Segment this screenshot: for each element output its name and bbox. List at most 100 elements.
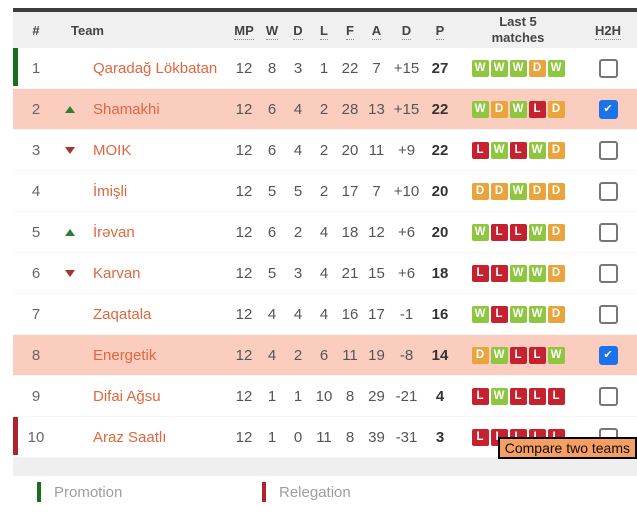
promotion-bar-icon bbox=[37, 482, 41, 502]
stat-f: 18 bbox=[341, 223, 359, 241]
stat-gd: +10 bbox=[393, 182, 420, 200]
form-badge-d: D bbox=[490, 100, 508, 118]
stat-gd: +6 bbox=[397, 223, 416, 241]
h2h-checkbox[interactable] bbox=[598, 345, 618, 365]
team-cell: Araz Saatlı bbox=[81, 429, 229, 446]
stat-d: 4 bbox=[293, 141, 303, 159]
position-cell: 3 bbox=[31, 141, 41, 159]
stat-w: 6 bbox=[267, 223, 277, 241]
header-goals-for[interactable]: F bbox=[346, 22, 354, 40]
team-name[interactable]: Karvan bbox=[93, 264, 141, 282]
stat-w: 5 bbox=[267, 264, 277, 282]
team-name[interactable]: Zaqatala bbox=[93, 305, 152, 323]
stat-p: 20 bbox=[431, 182, 449, 200]
form-badge-d: D bbox=[547, 182, 565, 200]
form-badge-w: W bbox=[471, 305, 489, 323]
stat-gd: -1 bbox=[399, 305, 414, 323]
team-name[interactable]: İmişli bbox=[93, 182, 128, 200]
stat-mp: 12 bbox=[235, 305, 253, 323]
team-name[interactable]: Difai Ağsu bbox=[93, 387, 161, 405]
form-badge-l: L bbox=[471, 387, 489, 405]
movement-down-icon bbox=[65, 269, 75, 277]
form-badge-l: L bbox=[547, 387, 565, 405]
h2h-checkbox[interactable] bbox=[598, 58, 618, 78]
stat-a: 12 bbox=[368, 223, 385, 241]
header-last5-matches: Last 5 matches bbox=[491, 13, 545, 45]
form-badge-w: W bbox=[490, 387, 508, 405]
stat-l: 2 bbox=[319, 182, 329, 200]
movement-cell bbox=[59, 105, 81, 113]
team-name[interactable]: Araz Saatlı bbox=[93, 428, 167, 446]
header-goal-difference[interactable]: D bbox=[401, 22, 412, 40]
header-points[interactable]: P bbox=[435, 22, 445, 40]
team-name[interactable]: İrəvan bbox=[93, 223, 135, 241]
form-badge-l: L bbox=[471, 141, 489, 159]
form-badge-l: L bbox=[509, 387, 527, 405]
team-cell: Qaradağ Lökbatan bbox=[81, 60, 229, 77]
form-badge-d: D bbox=[547, 141, 565, 159]
team-name[interactable]: Energetik bbox=[93, 346, 157, 364]
header-matches-played[interactable]: MP bbox=[234, 22, 254, 40]
position-cell: 6 bbox=[31, 264, 41, 282]
form-badge-l: L bbox=[490, 305, 508, 323]
team-cell: Shamakhi bbox=[81, 101, 229, 118]
header-goals-against[interactable]: A bbox=[371, 22, 382, 40]
team-name[interactable]: Shamakhi bbox=[93, 100, 160, 118]
stat-f: 16 bbox=[341, 305, 359, 323]
h2h-cell bbox=[579, 345, 637, 365]
table-row[interactable]: 1 Qaradağ Lökbatan 12 8 3 1 22 7 +15 27 … bbox=[13, 48, 637, 89]
h2h-checkbox[interactable] bbox=[598, 99, 618, 119]
header-team: Team bbox=[71, 22, 104, 38]
stat-a: 29 bbox=[368, 387, 385, 405]
stat-f: 20 bbox=[341, 141, 359, 159]
header-wins[interactable]: W bbox=[265, 22, 279, 40]
compare-two-teams-tooltip[interactable]: Compare two teams bbox=[497, 437, 637, 459]
h2h-checkbox[interactable] bbox=[598, 181, 618, 201]
form-badge-w: W bbox=[528, 223, 546, 241]
stat-w: 1 bbox=[267, 428, 277, 446]
stat-p: 18 bbox=[431, 264, 449, 282]
stat-a: 17 bbox=[368, 305, 385, 323]
h2h-checkbox[interactable] bbox=[598, 304, 618, 324]
stat-gd: -31 bbox=[395, 428, 418, 446]
header-h2h[interactable]: H2H bbox=[594, 22, 621, 40]
team-name[interactable]: Qaradağ Lökbatan bbox=[93, 59, 218, 77]
team-cell: İmişli bbox=[81, 183, 229, 200]
stat-gd: -8 bbox=[399, 346, 414, 364]
header-draws[interactable]: D bbox=[293, 22, 303, 40]
h2h-checkbox[interactable] bbox=[598, 263, 618, 283]
stat-d: 0 bbox=[293, 428, 303, 446]
form-badge-d: D bbox=[547, 100, 565, 118]
stat-w: 5 bbox=[267, 182, 277, 200]
h2h-cell bbox=[579, 222, 637, 242]
stat-mp: 12 bbox=[235, 141, 253, 159]
position-cell: 9 bbox=[31, 387, 41, 405]
stat-a: 39 bbox=[368, 428, 385, 446]
stat-w: 6 bbox=[267, 141, 277, 159]
movement-up-icon bbox=[65, 228, 75, 236]
h2h-checkbox[interactable] bbox=[598, 386, 618, 406]
h2h-cell bbox=[579, 99, 637, 119]
stat-f: 17 bbox=[341, 182, 359, 200]
position-cell: 5 bbox=[31, 223, 41, 241]
h2h-checkbox[interactable] bbox=[598, 222, 618, 242]
stat-a: 19 bbox=[368, 346, 385, 364]
team-name[interactable]: MOIK bbox=[93, 141, 132, 159]
h2h-checkbox[interactable] bbox=[598, 140, 618, 160]
stat-l: 6 bbox=[319, 346, 329, 364]
stat-f: 28 bbox=[341, 100, 359, 118]
stat-p: 4 bbox=[435, 387, 445, 405]
header-losses[interactable]: L bbox=[320, 22, 328, 40]
